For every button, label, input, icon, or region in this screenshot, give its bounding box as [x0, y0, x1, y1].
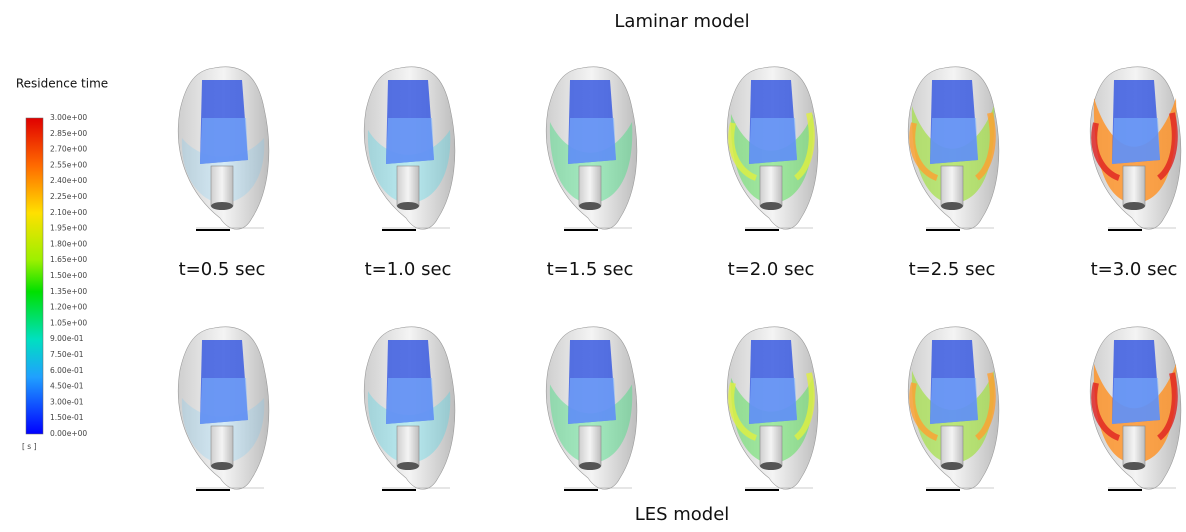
colorbar-label: 6.00e-01 — [50, 366, 84, 375]
nozzle-end — [1123, 202, 1145, 210]
colorbar — [25, 117, 44, 435]
nozzle-end — [211, 202, 233, 210]
legend-title: Residence time — [16, 77, 108, 91]
colorbar-label: 2.10e+00 — [50, 208, 87, 217]
particles-hot — [728, 112, 815, 181]
time-label: t=1.0 sec — [365, 259, 452, 280]
nozzle — [940, 425, 964, 467]
colorbar-label: 1.20e+00 — [50, 303, 87, 312]
nozzle-end — [397, 462, 419, 470]
particles-tube-light — [386, 378, 434, 424]
simulation-panel — [1089, 66, 1182, 231]
colorbar-label: 2.40e+00 — [50, 176, 87, 185]
nozzle — [210, 165, 234, 207]
particles-low — [549, 384, 633, 463]
time-label: t=2.5 sec — [909, 259, 996, 280]
nozzle-end — [579, 462, 601, 470]
colorbar-label: 1.80e+00 — [50, 239, 87, 248]
simulation-panel — [363, 326, 456, 491]
colorbar-label: 0.00e+00 — [50, 429, 87, 438]
nozzle — [578, 165, 602, 207]
nozzle-end — [941, 202, 963, 210]
simulation-panel — [726, 326, 819, 491]
nozzle-end — [1123, 462, 1145, 470]
colorbar-label: 2.55e+00 — [50, 160, 87, 169]
nozzle — [578, 425, 602, 467]
colorbar-label: 7.50e-01 — [50, 350, 84, 359]
simulation-panel — [363, 66, 456, 231]
simulation-panel — [177, 326, 270, 491]
nozzle — [759, 165, 783, 207]
time-label: t=1.5 sec — [547, 259, 634, 280]
particles-tube-light — [568, 118, 616, 164]
nozzle-end — [211, 462, 233, 470]
row-title: LES model — [635, 504, 730, 525]
particles-hot — [1091, 372, 1178, 441]
particles-hot — [909, 112, 996, 181]
particles-tube-light — [200, 378, 248, 424]
nozzle — [759, 425, 783, 467]
colorbar-labels: 3.00e+00 2.85e+00 2.70e+00 2.55e+00 2.40e+00… — [50, 113, 87, 438]
colorbar-label: 9.00e-01 — [50, 334, 84, 343]
colorbar-label: 1.95e+00 — [50, 224, 87, 233]
nozzle-end — [579, 202, 601, 210]
particles-low — [549, 122, 633, 203]
particles-tube-light — [930, 378, 978, 424]
nozzle-end — [760, 462, 782, 470]
nozzle — [1122, 165, 1146, 207]
simulation-panel — [907, 66, 1000, 231]
colorbar-label: 1.05e+00 — [50, 318, 87, 327]
particles-hot — [728, 372, 815, 441]
particles-tube-light — [749, 118, 797, 164]
nozzle-end — [397, 202, 419, 210]
colorbar-label: 1.50e-01 — [50, 413, 84, 422]
time-label: t=2.0 sec — [728, 259, 815, 280]
simulation-panel — [545, 326, 638, 491]
particles-hot — [909, 372, 996, 441]
colorbar-label: 2.70e+00 — [50, 145, 87, 154]
nozzle — [940, 165, 964, 207]
panels: t=0.5 sec t=1.0 sec t=1.5 sec t=2.0 sec t=2.… — [177, 66, 1182, 491]
particles-tube-light — [200, 118, 248, 164]
particles-tube-light — [1112, 118, 1160, 164]
simulation-panel — [177, 66, 270, 231]
particles-tube-light — [1112, 378, 1160, 424]
time-label: t=3.0 sec — [1091, 259, 1178, 280]
legend-unit: [ s ] — [22, 442, 37, 451]
particles-hot — [1091, 112, 1178, 181]
nozzle-end — [760, 202, 782, 210]
colorbar-label: 3.00e+00 — [50, 113, 87, 122]
colorbar-label: 1.35e+00 — [50, 287, 87, 296]
particles-tube-light — [568, 378, 616, 424]
colorbar-label: 2.25e+00 — [50, 192, 87, 201]
simulation-panel — [1089, 326, 1182, 491]
colorbar-label: 1.65e+00 — [50, 255, 87, 264]
simulation-panel — [726, 66, 819, 231]
nozzle — [210, 425, 234, 467]
nozzle — [396, 425, 420, 467]
time-label: t=0.5 sec — [179, 259, 266, 280]
simulation-panel — [545, 66, 638, 231]
particles-tube-light — [930, 118, 978, 164]
particles-tube-light — [749, 378, 797, 424]
colorbar-label: 4.50e-01 — [50, 382, 84, 391]
nozzle — [396, 165, 420, 207]
row-title: Laminar model — [614, 11, 749, 32]
colorbar-label: 2.85e+00 — [50, 129, 87, 138]
colorbar-label: 3.00e-01 — [50, 397, 84, 406]
nozzle-end — [941, 462, 963, 470]
nozzle — [1122, 425, 1146, 467]
colorbar-label: 1.50e+00 — [50, 271, 87, 280]
particles-tube-light — [386, 118, 434, 164]
simulation-panel — [907, 326, 1000, 491]
